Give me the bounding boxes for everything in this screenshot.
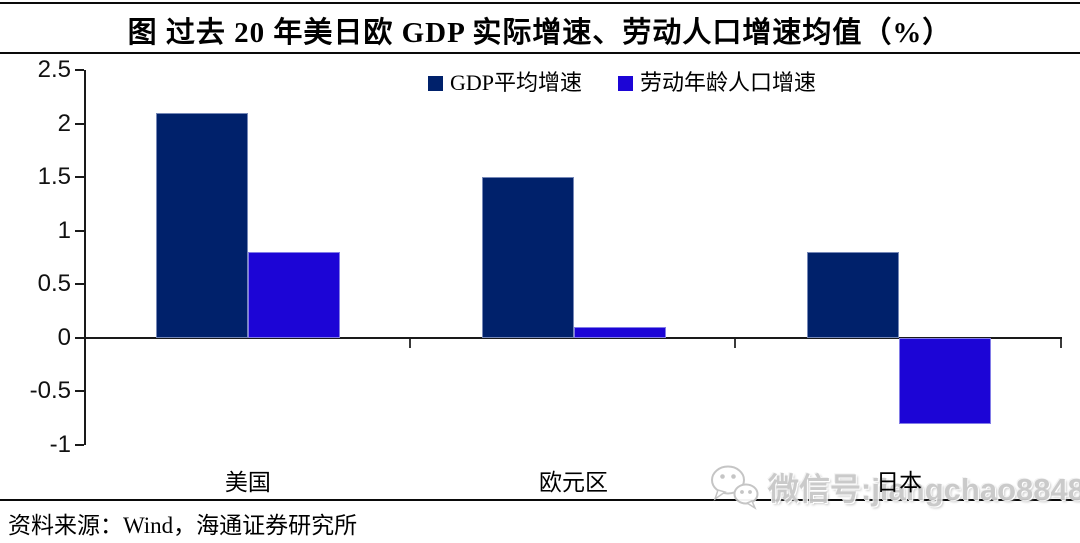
- y-tick-mark: [75, 176, 84, 179]
- x-tick-mark: [1060, 338, 1062, 348]
- bar-series1-cat0: [247, 252, 340, 338]
- x-category-label: 美国: [224, 470, 271, 495]
- legend-item-gdp: GDP平均增速: [428, 70, 582, 96]
- legend-item-labor: 劳动年龄人口增速: [618, 70, 816, 96]
- bar-series0-cat1: [481, 177, 574, 338]
- watermark: 微信号:jiangchao8848: [708, 461, 1080, 511]
- bottom-border: [0, 499, 1080, 501]
- source-note: 资料来源：Wind，海通证券研究所: [8, 513, 358, 538]
- chart-title: 图 过去 20 年美日欧 GDP 实际增速、劳动人口增速均值（%）: [127, 17, 953, 49]
- y-tick-mark: [75, 229, 84, 232]
- y-tick-label: 0: [57, 323, 71, 351]
- title-divider: [0, 52, 1080, 54]
- bar-series1-cat1: [573, 327, 666, 338]
- bar-series1-cat2: [899, 337, 992, 424]
- plot-area: 2.5 2 1.5 1 0.5 0 -0.5 -1 美国 欧元区 日本: [30, 56, 1062, 495]
- y-tick-label: 0.5: [37, 270, 71, 298]
- y-tick-label: 2.5: [37, 56, 71, 83]
- top-border: [0, 2, 1080, 4]
- y-tick-mark: [75, 444, 84, 446]
- legend-label-labor: 劳动年龄人口增速: [640, 70, 817, 95]
- y-tick-mark: [75, 283, 84, 286]
- x-tick-mark: [408, 338, 411, 348]
- legend-swatch-labor: [618, 75, 634, 91]
- y-axis-line: [84, 70, 86, 445]
- y-tick-mark: [75, 122, 84, 125]
- bar-series0-cat2: [807, 252, 900, 338]
- y-tick-label: -1: [49, 431, 71, 458]
- y-tick-label: 2: [57, 109, 71, 137]
- watermark-text: 微信号:jiangchao8848: [768, 471, 1080, 507]
- x-axis-line: [85, 336, 1062, 339]
- wechat-icon: [711, 465, 759, 510]
- legend-label-gdp: GDP平均增速: [450, 70, 583, 95]
- y-tick-mark: [75, 69, 84, 71]
- y-tick-mark: [75, 390, 84, 393]
- legend-swatch-gdp: [428, 75, 443, 91]
- y-tick-mark: [75, 336, 84, 339]
- y-tick-label: 1.5: [37, 163, 71, 191]
- y-tick-label: -0.5: [29, 377, 71, 405]
- x-tick-mark: [734, 338, 737, 348]
- x-category-label: 欧元区: [538, 470, 608, 495]
- chart-legend: GDP平均增速 劳动年龄人口增速: [428, 70, 816, 96]
- x-category-label: 日本: [876, 470, 923, 495]
- bar-series0-cat0: [155, 112, 248, 338]
- y-tick-label: 1: [57, 216, 71, 244]
